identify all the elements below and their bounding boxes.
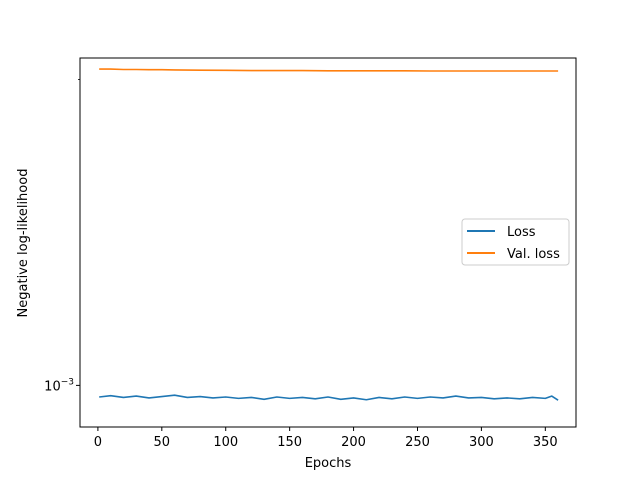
x-tick-label: 200	[341, 435, 366, 450]
x-tick-label: 50	[154, 435, 171, 450]
y-tick-label: 10−3	[44, 377, 74, 394]
x-tick-label: 350	[533, 435, 558, 450]
axes-frame	[79, 57, 577, 428]
y-axis: 10−3	[44, 79, 80, 394]
x-tick-label: 100	[213, 435, 238, 450]
y-axis-label: Negative log-likelihood	[16, 169, 31, 318]
series-line-loss	[99, 394, 559, 401]
x-tick-label: 150	[277, 435, 302, 450]
x-axis-label: Epochs	[305, 456, 352, 471]
x-axis: 0 50 100 150 200 250 300 350	[94, 427, 558, 450]
x-tick-label: 0	[94, 435, 102, 450]
x-tick-label: 250	[405, 435, 430, 450]
legend-label-val-loss: Val. loss	[507, 247, 560, 262]
series-line-val-loss	[99, 68, 559, 72]
legend: Loss Val. loss	[461, 218, 570, 266]
x-tick-label: 300	[469, 435, 494, 450]
legend-label-loss: Loss	[507, 225, 536, 240]
plot-area	[99, 68, 559, 401]
